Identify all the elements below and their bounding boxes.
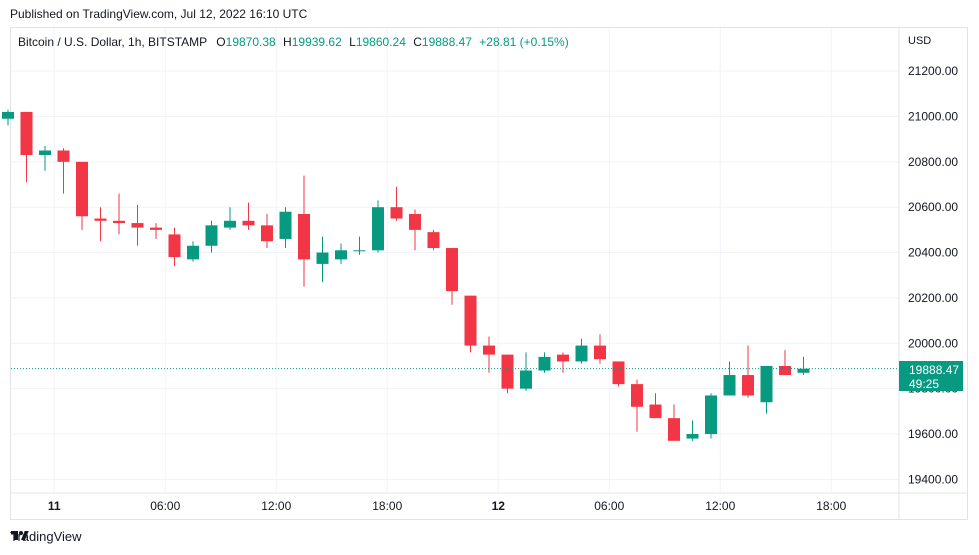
tradingview-logo-icon	[11, 531, 29, 540]
candle-body	[20, 111, 33, 156]
y-tick-label: 19400.00	[908, 472, 958, 486]
candle-body	[2, 111, 14, 119]
candle-body	[205, 225, 218, 246]
published-caption: Published on TradingView.com, Jul 12, 20…	[10, 7, 308, 21]
candle-body	[279, 211, 292, 239]
candle-body	[427, 232, 440, 249]
candle-body	[76, 161, 88, 217]
candle-body	[723, 375, 736, 396]
close-value: 19888.47	[421, 35, 472, 49]
x-tick-label: 18:00	[372, 499, 402, 513]
last-price-tag: 19888.47 49:25	[899, 361, 963, 391]
candle-body	[94, 218, 107, 221]
candle-body	[224, 220, 236, 228]
x-tick-label: 11	[48, 499, 61, 513]
candle-body	[649, 404, 662, 419]
candle-body	[298, 214, 310, 260]
y-tick-label: 20800.00	[908, 155, 958, 169]
candle-body	[483, 345, 495, 355]
candle-body	[131, 223, 144, 228]
low-value: 19860.24	[355, 35, 406, 49]
open-label: O	[216, 35, 226, 49]
y-tick-label: 20000.00	[908, 336, 958, 350]
candle-body	[779, 365, 791, 376]
y-tick-label: 19600.00	[908, 427, 958, 441]
candle-body	[409, 214, 421, 230]
footer-brand[interactable]: TradingView	[10, 529, 82, 544]
candle-body	[501, 354, 514, 389]
candle-body	[760, 365, 773, 403]
candle-body	[705, 395, 717, 435]
candle-body	[316, 252, 329, 264]
candle-body	[446, 248, 458, 292]
last-price-value: 19888.47	[909, 363, 960, 377]
x-tick-label: 06:00	[594, 499, 624, 513]
candle-body	[538, 356, 551, 371]
candle-body	[390, 207, 403, 219]
y-tick-label: 20200.00	[908, 291, 958, 305]
candle-body	[353, 250, 366, 252]
high-label: H	[283, 35, 292, 49]
x-tick-label: 12:00	[261, 499, 291, 513]
candle-body	[557, 354, 569, 362]
candle-body	[612, 361, 625, 385]
symbol-title[interactable]: Bitcoin / U.S. Dollar, 1h, BITSTAMP	[18, 35, 207, 49]
candle-body	[594, 345, 606, 360]
candle-body	[464, 295, 477, 346]
candle-body	[242, 220, 255, 226]
candle-body	[575, 345, 588, 362]
candle-body	[150, 227, 162, 230]
y-tick-label: 20400.00	[908, 246, 958, 260]
candle-body	[631, 384, 643, 407]
candle-body	[742, 375, 754, 396]
ohlc-legend: Bitcoin / U.S. Dollar, 1h, BITSTAMP O198…	[18, 35, 569, 49]
x-tick-label: 06:00	[150, 499, 180, 513]
y-tick-label: 21200.00	[908, 64, 958, 78]
chart-frame[interactable]	[10, 27, 968, 520]
open-value: 19870.38	[225, 35, 276, 49]
candle-body	[686, 434, 699, 439]
y-tick-label: 21000.00	[908, 109, 958, 123]
bar-countdown: 49:25	[909, 377, 940, 391]
currency-label[interactable]: USD	[908, 35, 932, 47]
change-value: +28.81 (+0.15%)	[479, 35, 569, 49]
candle-body	[797, 368, 810, 373]
high-value: 19939.62	[291, 35, 342, 49]
candle-body	[187, 245, 199, 260]
y-tick-label: 20600.00	[908, 200, 958, 214]
low-label: L	[349, 35, 356, 49]
x-tick-label: 12	[492, 499, 506, 513]
candle-body	[261, 225, 273, 242]
candle-body	[372, 207, 384, 251]
candle-body	[668, 418, 680, 441]
candle-body	[57, 150, 70, 162]
candle-body	[39, 150, 51, 156]
candle-body	[520, 370, 532, 389]
x-tick-label: 18:00	[816, 499, 846, 513]
candle-body	[335, 250, 347, 260]
x-tick-label: 12:00	[705, 499, 735, 513]
close-label: C	[413, 35, 422, 49]
candle-body	[168, 234, 181, 258]
candle-body	[113, 220, 125, 224]
